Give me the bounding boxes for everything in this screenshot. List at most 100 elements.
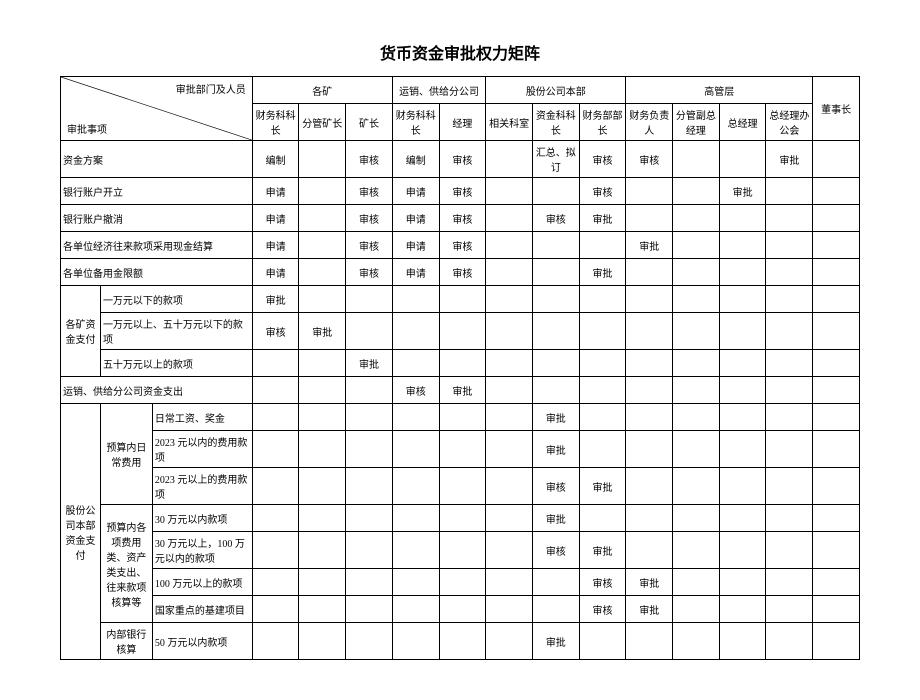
cell: 审批 — [346, 350, 393, 377]
cell — [673, 404, 720, 431]
cell: 审批 — [532, 404, 579, 431]
col-c3: 矿长 — [346, 104, 393, 141]
cell — [439, 532, 486, 569]
cell — [813, 350, 860, 377]
cell — [626, 505, 673, 532]
group-senior: 高管层 — [626, 77, 813, 104]
cell — [766, 596, 813, 623]
col-c6: 相关科室 — [486, 104, 533, 141]
cell — [813, 623, 860, 660]
cell — [299, 569, 346, 596]
table-row: 银行账户开立 申请审核 申请审核 审核 审批 — [61, 178, 860, 205]
cell — [673, 468, 720, 505]
cell — [813, 596, 860, 623]
cell — [299, 286, 346, 313]
diag-top: 审批部门及人员 — [176, 81, 246, 96]
group-branch: 运销、供给分公司 — [392, 77, 485, 104]
cell — [486, 259, 533, 286]
cell — [486, 468, 533, 505]
cell — [486, 350, 533, 377]
cell — [719, 404, 766, 431]
cell: 审核 — [439, 205, 486, 232]
table-row: 预算内各项费用类、资产类支出、往来款项核算等 30 万元以内款项 审批 — [61, 505, 860, 532]
cell — [346, 377, 393, 404]
cell — [346, 596, 393, 623]
cell — [813, 313, 860, 350]
cell: 审核 — [439, 259, 486, 286]
cell — [299, 350, 346, 377]
cell — [626, 313, 673, 350]
approval-matrix-table: 审批部门及人员 审批事项 各矿 运销、供给分公司 股份公司本部 高管层 董事长 … — [60, 76, 860, 660]
col-c5: 经理 — [439, 104, 486, 141]
cell — [766, 259, 813, 286]
cell — [766, 569, 813, 596]
cell — [486, 313, 533, 350]
cell — [673, 505, 720, 532]
cell — [299, 259, 346, 286]
cell — [532, 350, 579, 377]
table-row: 股份公司本部资金支付 预算内日常费用 日常工资、奖金 审批 — [61, 404, 860, 431]
cell — [439, 404, 486, 431]
cell — [392, 505, 439, 532]
table-row: 五十万元以上的款项 审批 — [61, 350, 860, 377]
cell — [532, 178, 579, 205]
cell: 审批 — [252, 286, 299, 313]
cell — [673, 313, 720, 350]
cell — [719, 313, 766, 350]
cell: 审批 — [439, 377, 486, 404]
row-label: 日常工资、奖金 — [152, 404, 252, 431]
col-c4: 财务科科长 — [392, 104, 439, 141]
cell — [813, 286, 860, 313]
row-group-daily: 预算内日常费用 — [100, 404, 152, 505]
cell — [392, 532, 439, 569]
cell — [299, 532, 346, 569]
cell — [252, 377, 299, 404]
row-group-intbank: 内部银行核算 — [100, 623, 152, 660]
cell — [719, 505, 766, 532]
row-group-mine: 各矿资金支付 — [61, 286, 101, 377]
cell — [813, 404, 860, 431]
cell — [439, 431, 486, 468]
cell — [299, 404, 346, 431]
row-label: 国家重点的基建项目 — [152, 596, 252, 623]
row-label: 五十万元以上的款项 — [100, 350, 252, 377]
cell — [813, 431, 860, 468]
group-hq: 股份公司本部 — [486, 77, 626, 104]
cell — [346, 468, 393, 505]
cell: 申请 — [392, 178, 439, 205]
group-mine: 各矿 — [252, 77, 392, 104]
cell — [673, 205, 720, 232]
cell — [486, 532, 533, 569]
cell — [252, 596, 299, 623]
row-label: 各单位备用金限额 — [61, 259, 253, 286]
cell — [673, 431, 720, 468]
cell: 审核 — [439, 141, 486, 178]
cell — [766, 232, 813, 259]
cell — [299, 377, 346, 404]
cell — [392, 350, 439, 377]
col-c2: 分管矿长 — [299, 104, 346, 141]
cell — [813, 178, 860, 205]
row-label: 一万元以上、五十万元以下的款项 — [100, 313, 252, 350]
cell — [766, 377, 813, 404]
cell — [813, 505, 860, 532]
cell: 审核 — [532, 532, 579, 569]
cell — [532, 259, 579, 286]
cell — [299, 232, 346, 259]
row-label: 各单位经济往来款项采用现金结算 — [61, 232, 253, 259]
col-c1: 财务科科长 — [252, 104, 299, 141]
cell: 申请 — [392, 205, 439, 232]
cell — [392, 431, 439, 468]
cell — [579, 505, 626, 532]
cell: 审核 — [346, 178, 393, 205]
cell — [392, 623, 439, 660]
cell — [719, 286, 766, 313]
cell — [299, 431, 346, 468]
cell: 审核 — [346, 259, 393, 286]
cell — [346, 286, 393, 313]
cell: 审核 — [346, 232, 393, 259]
cell — [579, 286, 626, 313]
table-row: 资金方案 编制 审核 编制 审核 汇总、拟订 审核 审核 审批 — [61, 141, 860, 178]
cell: 审批 — [719, 178, 766, 205]
cell — [719, 259, 766, 286]
